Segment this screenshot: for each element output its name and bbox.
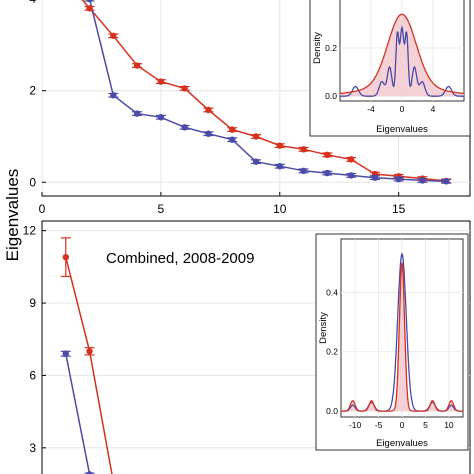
data-point-blue <box>443 178 450 185</box>
data-point-red <box>347 156 355 163</box>
x-tick-label: 15 <box>392 202 406 216</box>
density-curve-red <box>339 13 465 95</box>
data-point-red <box>324 151 331 158</box>
inset-x-tick-label: 10 <box>444 420 454 430</box>
x-tick-label: 0 <box>39 202 46 216</box>
inset-y-tick-label: 0.0 <box>326 406 338 416</box>
y-tick-label: 0 <box>29 175 36 189</box>
lower-markers <box>60 237 95 474</box>
y-axis-label: Eigenvalues <box>3 169 22 262</box>
density-curve-blue <box>340 25 464 97</box>
y-tick-label: 2 <box>29 84 36 98</box>
x-tick-label: 5 <box>158 202 165 216</box>
data-point-blue <box>229 136 236 143</box>
data-point-red <box>62 253 69 261</box>
data-point-blue <box>181 124 188 131</box>
upper-panel: 0 2 4 0 5 10 15 <box>29 0 471 216</box>
lower-tick-labels: 3 6 9 12 <box>23 224 46 455</box>
lower-inset-y-label: Density <box>318 312 329 344</box>
density-fill-red <box>340 14 464 97</box>
data-point-red <box>133 62 141 69</box>
inset-x-tick-label: 0 <box>400 420 405 430</box>
inset-y-tick-label: 0.2 <box>326 347 338 357</box>
data-point-blue <box>252 158 260 165</box>
inset-x-tick-label: 4 <box>431 104 436 114</box>
y-tick-label: 6 <box>29 368 36 382</box>
data-point-blue <box>324 169 331 177</box>
y-tick-label: 4 <box>29 0 36 6</box>
data-point-blue <box>133 110 141 117</box>
upper-inset-densities <box>339 13 465 97</box>
x-tick-label: 10 <box>273 202 287 216</box>
y-tick-label: 12 <box>23 224 37 238</box>
lower-series <box>65 257 113 474</box>
inset-x-tick-label: -4 <box>367 104 375 114</box>
upper-inset-x-label: Eigenvalues <box>376 124 428 135</box>
data-point-blue <box>86 471 93 474</box>
panel-annotation: Combined, 2008-2009 <box>106 250 254 267</box>
data-point-red <box>229 126 236 133</box>
y-tick-label: 3 <box>29 441 36 455</box>
data-point-blue <box>276 163 283 170</box>
inset-y-tick-label: 0.4 <box>326 287 338 297</box>
lower-inset-x-label: Eigenvalues <box>376 438 428 449</box>
data-point-blue <box>110 92 117 99</box>
data-point-blue <box>86 0 93 3</box>
data-point-red <box>110 32 117 39</box>
data-point-red <box>181 85 188 92</box>
upper-tick-labels: 0 2 4 0 5 10 15 <box>29 0 405 216</box>
data-point-red <box>276 142 283 149</box>
inset-x-tick-label: -5 <box>375 420 383 430</box>
lower-inset-tick-labels: 0.0 0.2 0.4 -10 -5 0 5 10 <box>326 287 454 430</box>
data-point-blue <box>347 172 355 179</box>
inset-x-tick-label: -10 <box>349 420 362 430</box>
data-point-red <box>86 348 93 355</box>
density-fill-red <box>341 262 463 412</box>
data-point-blue <box>157 114 165 121</box>
series-line-blue <box>65 353 91 474</box>
data-point-blue <box>62 350 69 357</box>
data-point-blue <box>205 130 212 137</box>
data-point-blue <box>300 167 307 175</box>
upper-inset: 0.0 0.2 -4 0 4 Eigenvalues Density <box>309 0 471 137</box>
inset-y-tick-label: 0.2 <box>325 43 337 53</box>
data-point-blue <box>419 177 426 184</box>
data-point-blue <box>371 174 379 181</box>
inset-x-tick-label: 0 <box>400 104 405 114</box>
lower-inset-densities <box>341 252 463 412</box>
data-point-red <box>300 146 307 153</box>
lower-inset: 0.0 0.2 0.4 -10 -5 0 5 10 Eigenvalues Density <box>315 233 469 451</box>
lower-inset-background <box>315 233 469 451</box>
y-tick-label: 9 <box>29 296 36 310</box>
upper-markers <box>84 0 452 185</box>
upper-inset-tick-labels: 0.0 0.2 -4 0 4 <box>325 43 435 114</box>
data-point-red <box>252 133 260 140</box>
inset-y-tick-label: 0.0 <box>325 91 337 101</box>
density-curve-red <box>341 262 463 412</box>
lower-plot-frame <box>41 220 471 474</box>
data-point-blue <box>395 175 402 183</box>
data-point-red <box>205 106 212 114</box>
upper-inset-y-label: Density <box>312 32 323 64</box>
series-line-red <box>65 257 113 474</box>
inset-x-tick-label: 5 <box>423 420 428 430</box>
data-point-red <box>157 78 165 85</box>
data-point-red <box>86 5 93 12</box>
